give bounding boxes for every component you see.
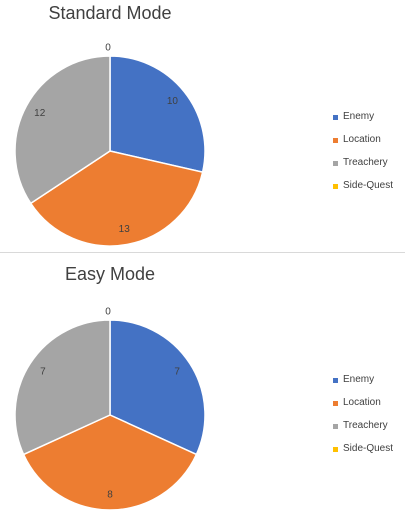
data-label-location: 8: [107, 489, 113, 500]
legend-swatch: [333, 161, 338, 166]
chart-legend: Enemy Location Treachery Side-Quest: [333, 374, 393, 466]
legend-label: Enemy: [343, 374, 375, 385]
chart-title: Standard Mode: [48, 3, 172, 23]
legend-label: Location: [343, 134, 381, 145]
legend-swatch: [333, 378, 338, 383]
pie-chart: 10 13 12 0: [14, 43, 206, 247]
legend-item-side-quest: Side-Quest: [333, 180, 393, 203]
easy-mode-chart: Easy Mode 7 8 7 0 Enemy Location Treachery Sid…: [0, 254, 405, 511]
pie-chart: 7 8 7 0: [14, 307, 206, 511]
legend-swatch: [333, 447, 338, 452]
data-label-treachery: 7: [40, 366, 46, 377]
chart-legend: Enemy Location Treachery Side-Quest: [333, 111, 393, 203]
data-label-enemy: 10: [167, 96, 179, 107]
legend-item-side-quest: Side-Quest: [333, 443, 393, 466]
pie-slice-treachery: [14, 55, 111, 205]
legend-item-treachery: Treachery: [333, 157, 393, 180]
legend-swatch: [333, 424, 338, 429]
pie-slice-location: [29, 150, 204, 247]
pie-slice-enemy: [109, 319, 206, 456]
legend-label: Treachery: [343, 420, 388, 431]
legend-swatch: [333, 115, 338, 120]
legend-label: Treachery: [343, 157, 388, 168]
legend-item-enemy: Enemy: [333, 374, 393, 397]
legend-swatch: [333, 138, 338, 143]
chart-divider: [0, 252, 405, 253]
standard-mode-chart: Standard Mode 10 13 12 0 Enemy Location Treac…: [0, 0, 405, 252]
legend-item-location: Location: [333, 134, 393, 157]
legend-item-treachery: Treachery: [333, 420, 393, 443]
legend-label: Enemy: [343, 111, 375, 122]
legend-item-enemy: Enemy: [333, 111, 393, 134]
pie-slice-treachery: [14, 319, 111, 456]
chart-title: Easy Mode: [64, 264, 156, 284]
data-label-side-quest: 0: [105, 43, 111, 54]
data-label-location: 13: [119, 224, 131, 235]
pie-slice-location: [22, 414, 198, 511]
legend-label: Side-Quest: [343, 443, 394, 454]
data-label-treachery: 12: [34, 108, 46, 119]
legend-label: Location: [343, 397, 381, 408]
legend-label: Side-Quest: [343, 180, 394, 191]
legend-swatch: [333, 401, 338, 406]
data-label-side-quest: 0: [105, 307, 111, 318]
pie-slice-enemy: [109, 55, 206, 174]
legend-item-location: Location: [333, 397, 393, 420]
legend-swatch: [333, 184, 338, 189]
data-label-enemy: 7: [174, 366, 180, 377]
